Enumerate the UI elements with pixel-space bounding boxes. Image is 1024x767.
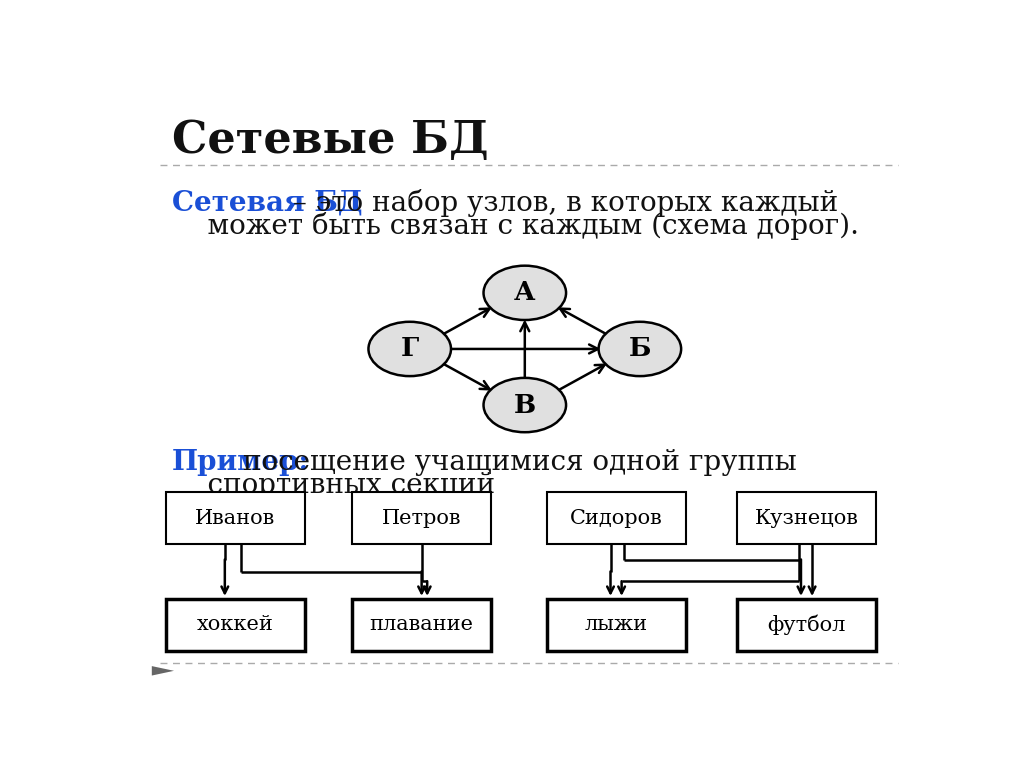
Ellipse shape	[483, 378, 566, 433]
Text: – это набор узлов, в которых каждый: – это набор узлов, в которых каждый	[285, 189, 839, 218]
FancyBboxPatch shape	[547, 599, 685, 650]
Ellipse shape	[599, 322, 681, 376]
Text: хоккей: хоккей	[197, 615, 273, 634]
FancyBboxPatch shape	[352, 492, 492, 545]
Text: посещение учащимися одной группы: посещение учащимися одной группы	[233, 449, 797, 476]
Text: футбол: футбол	[767, 614, 846, 635]
Ellipse shape	[483, 265, 566, 320]
Text: лыжи: лыжи	[585, 615, 647, 634]
Text: может быть связан с каждым (схема дорог).: может быть связан с каждым (схема дорог)…	[172, 212, 859, 240]
FancyBboxPatch shape	[166, 492, 304, 545]
Text: Б: Б	[629, 337, 651, 361]
Text: Пример:: Пример:	[172, 449, 309, 476]
Text: плавание: плавание	[370, 615, 474, 634]
Text: Иванов: Иванов	[195, 509, 275, 528]
Text: А: А	[514, 281, 536, 305]
Text: Сетевая БД: Сетевая БД	[172, 189, 362, 216]
Text: В: В	[514, 393, 536, 417]
FancyBboxPatch shape	[547, 492, 685, 545]
Ellipse shape	[369, 322, 451, 376]
FancyBboxPatch shape	[352, 599, 492, 650]
Text: Г: Г	[400, 337, 419, 361]
FancyBboxPatch shape	[737, 599, 876, 650]
Text: Кузнецов: Кузнецов	[755, 509, 858, 528]
Text: спортивных секций: спортивных секций	[172, 472, 495, 499]
Text: Сидоров: Сидоров	[569, 509, 663, 528]
Text: Петров: Петров	[382, 509, 462, 528]
FancyBboxPatch shape	[166, 599, 304, 650]
Polygon shape	[152, 666, 174, 676]
Text: Сетевые БД: Сетевые БД	[172, 119, 488, 162]
FancyBboxPatch shape	[737, 492, 876, 545]
